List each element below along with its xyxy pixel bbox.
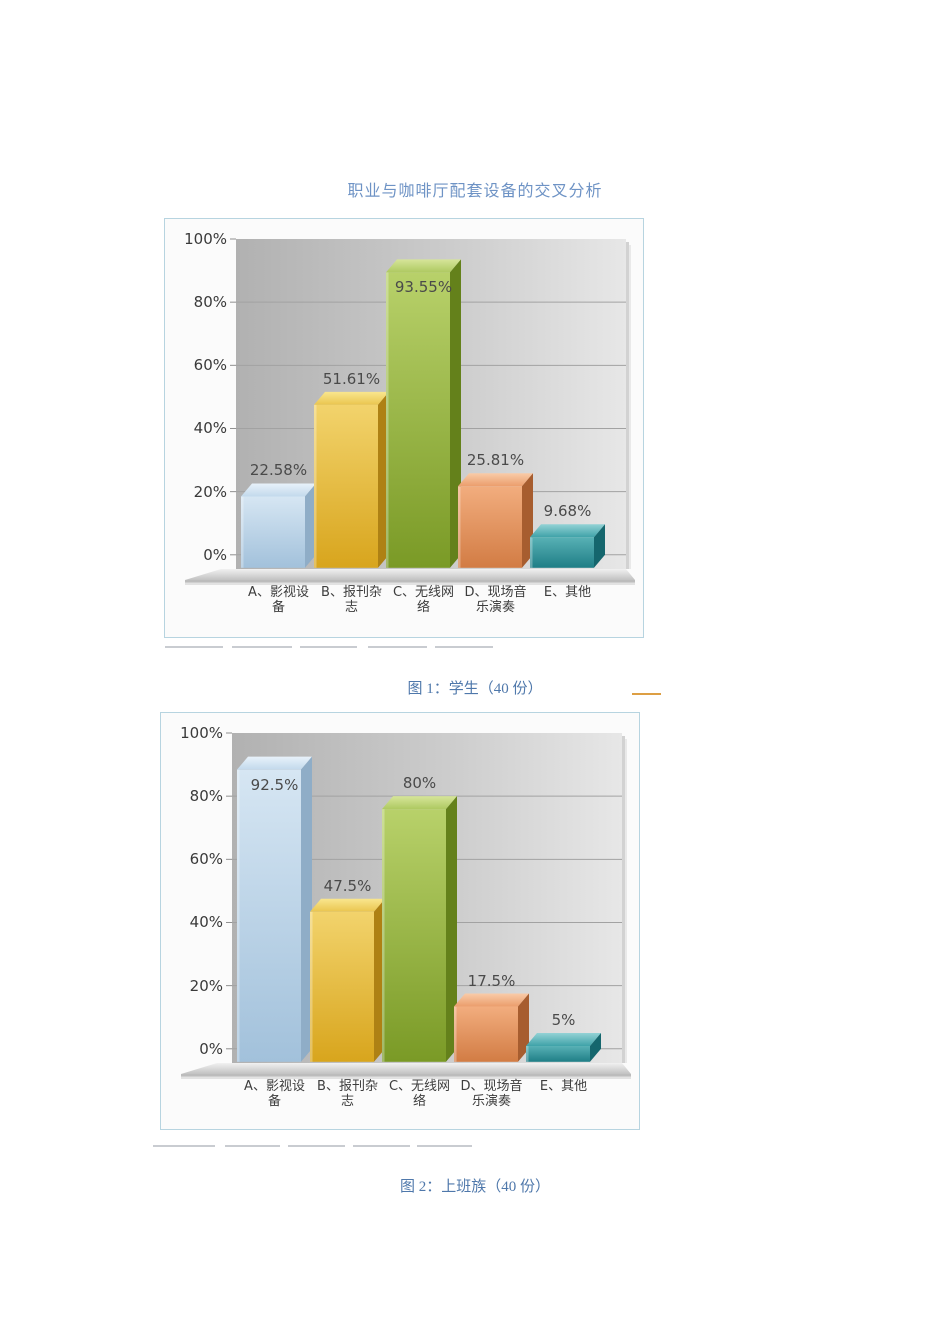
accent-underline [632, 693, 661, 695]
divider-segment [288, 1145, 345, 1147]
divider-segment [300, 646, 357, 648]
plot-floor [185, 569, 635, 585]
bar-gold [310, 898, 385, 1062]
bar-chart-workers [181, 732, 631, 1079]
figure-1-caption: 图 1：学生（40 份） [407, 681, 543, 697]
bar-light-blue [237, 756, 312, 1062]
bar-teal [530, 524, 605, 568]
divider-segment [353, 1145, 410, 1147]
page-title: 职业与咖啡厅配套设备的交叉分析 [347, 183, 603, 200]
bar-orange [458, 473, 533, 568]
divider-segment [225, 1145, 280, 1147]
divider-segment [165, 646, 223, 648]
table-divider-row [0, 646, 950, 649]
bar-chart-students [185, 238, 635, 585]
plot-floor [181, 1063, 631, 1079]
bar-light-blue [241, 483, 316, 568]
bar-gold [314, 391, 389, 568]
bar-teal [526, 1033, 601, 1062]
divider-segment [368, 646, 427, 648]
divider-segment [435, 646, 493, 648]
bar-green [386, 259, 461, 568]
divider-segment [153, 1145, 215, 1147]
figure-2-caption: 图 2：上班族（40 份） [399, 1179, 550, 1195]
table-divider-row [0, 1145, 950, 1148]
bar-green [382, 796, 457, 1062]
divider-segment [232, 646, 292, 648]
bar-orange [454, 993, 529, 1062]
chart-panel-students: 100% 80% 60% 40% 20% 0% 22.58% 51.61% 93.55% 25.8… [164, 218, 644, 638]
divider-segment [417, 1145, 472, 1147]
chart-panel-workers: 100% 80% 60% 40% 20% 0% 92.5% 47.5% 80% 17.5% 5% A、… [160, 712, 640, 1130]
